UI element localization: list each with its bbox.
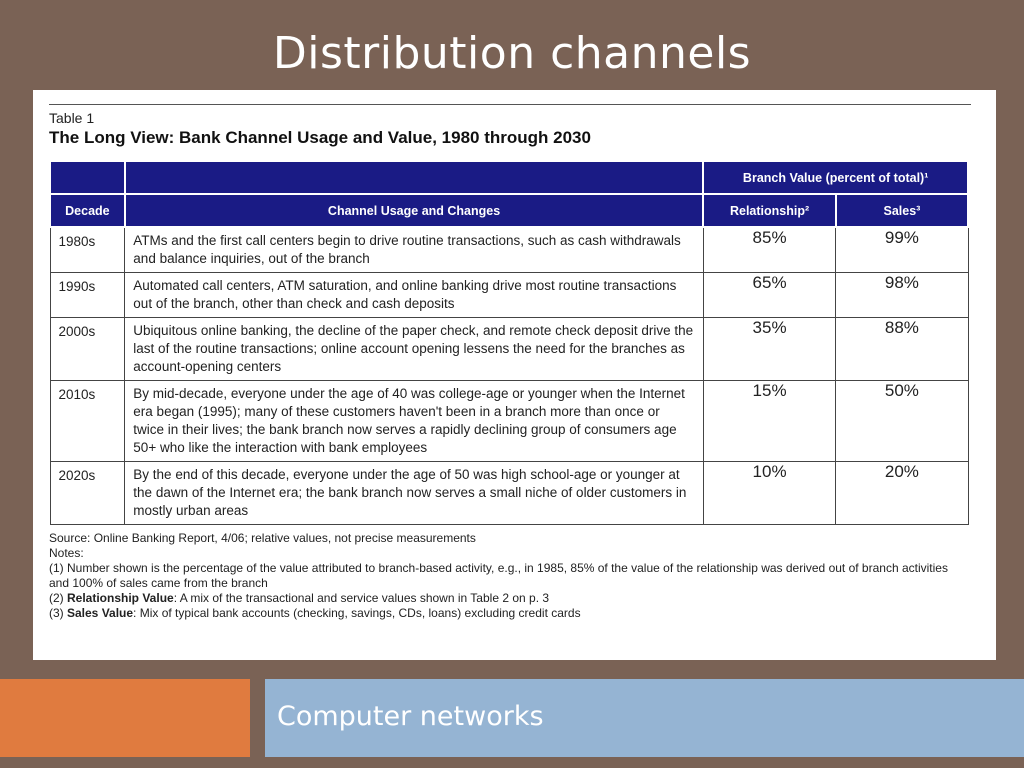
header-blank-1 bbox=[49, 160, 126, 195]
header-blank-2 bbox=[123, 160, 705, 195]
note-3-text: : Mix of typical bank accounts (checking… bbox=[133, 606, 581, 620]
note-2: (2) Relationship Value: A mix of the tra… bbox=[49, 591, 971, 606]
header-sales: Sales³ bbox=[834, 193, 970, 228]
table-image-panel: Table 1 The Long View: Bank Channel Usag… bbox=[33, 90, 996, 660]
table-figure: Table 1 The Long View: Bank Channel Usag… bbox=[49, 104, 971, 621]
decade-cell: 2000s bbox=[49, 317, 126, 381]
note-1: (1) Number shown is the percentage of th… bbox=[49, 561, 948, 590]
table-row: 2010s By mid-decade, everyone under the … bbox=[49, 380, 969, 462]
sales-cell: 88% bbox=[835, 317, 969, 381]
note-2-prefix: (2) bbox=[49, 591, 67, 605]
decade-cell: 2010s bbox=[49, 380, 126, 462]
decade-cell: 1980s bbox=[49, 226, 126, 273]
description-cell: Ubiquitous online banking, the decline o… bbox=[124, 317, 704, 381]
slide-title: Distribution channels bbox=[272, 28, 752, 79]
relationship-cell: 35% bbox=[702, 317, 837, 381]
source-note: Source: Online Banking Report, 4/06; rel… bbox=[49, 531, 476, 545]
sales-cell: 20% bbox=[835, 461, 969, 525]
relationship-cell: 85% bbox=[702, 226, 837, 273]
footer-title: Computer networks bbox=[277, 701, 544, 732]
footer-accent-orange bbox=[0, 679, 250, 757]
footer-bar: Computer networks bbox=[265, 679, 1024, 757]
relationship-cell: 10% bbox=[702, 461, 837, 525]
note-3: (3) Sales Value: Mix of typical bank acc… bbox=[49, 606, 971, 621]
top-divider bbox=[49, 104, 971, 105]
description-cell: By mid-decade, everyone under the age of… bbox=[124, 380, 704, 462]
description-cell: ATMs and the first call centers begin to… bbox=[124, 226, 704, 273]
table-row: 2000s Ubiquitous online banking, the dec… bbox=[49, 317, 969, 381]
note-2-text: : A mix of the transactional and service… bbox=[173, 591, 550, 605]
header-decade: Decade bbox=[49, 193, 126, 228]
description-cell: By the end of this decade, everyone unde… bbox=[124, 461, 704, 525]
decade-cell: 1990s bbox=[49, 272, 126, 318]
table-row: 2020s By the end of this decade, everyon… bbox=[49, 461, 969, 525]
table-heading: The Long View: Bank Channel Usage and Va… bbox=[49, 128, 591, 147]
table-notes: Source: Online Banking Report, 4/06; rel… bbox=[49, 531, 971, 621]
table-row: 1990s Automated call centers, ATM satura… bbox=[49, 272, 969, 318]
sales-cell: 99% bbox=[835, 226, 969, 273]
header-relationship: Relationship² bbox=[702, 193, 837, 228]
table-label: Table 1 bbox=[49, 110, 95, 126]
sales-cell: 98% bbox=[835, 272, 969, 318]
table-row: 1980s ATMs and the first call centers be… bbox=[49, 226, 969, 273]
decade-cell: 2020s bbox=[49, 461, 126, 525]
note-3-term: Sales Value bbox=[67, 606, 134, 620]
relationship-cell: 15% bbox=[702, 380, 837, 462]
note-2-term: Relationship Value bbox=[67, 591, 174, 605]
note-3-prefix: (3) bbox=[49, 606, 67, 620]
header-channel-usage: Channel Usage and Changes bbox=[123, 193, 705, 228]
relationship-cell: 65% bbox=[702, 272, 837, 318]
header-branch-value: Branch Value (percent of total)¹ bbox=[702, 160, 969, 195]
bank-channel-table: Branch Value (percent of total)¹ Decade … bbox=[49, 160, 970, 525]
notes-label: Notes: bbox=[49, 546, 84, 560]
description-cell: Automated call centers, ATM saturation, … bbox=[124, 272, 704, 318]
sales-cell: 50% bbox=[835, 380, 969, 462]
